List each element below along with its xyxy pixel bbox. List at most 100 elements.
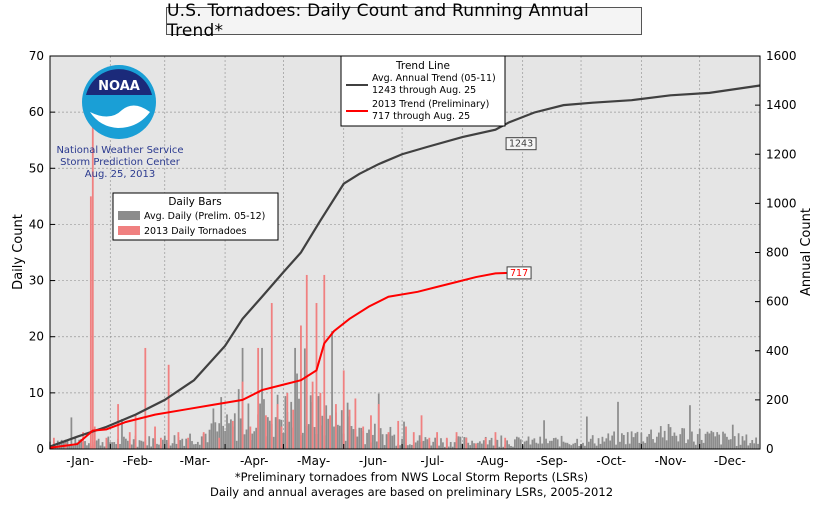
avg-daily-bar — [247, 403, 250, 449]
avg-daily-bar — [272, 436, 275, 449]
avg-daily-bar — [547, 443, 549, 449]
avg-daily-bar — [132, 439, 135, 449]
avg-daily-bar — [706, 431, 709, 449]
avg-daily-bar — [163, 435, 166, 449]
trend-2013-line — [49, 271, 510, 449]
avg-daily-bar — [619, 441, 621, 449]
avg-daily-bar — [722, 431, 724, 449]
avg-daily-bar — [515, 436, 518, 449]
month-label: -Jun- — [359, 454, 387, 468]
avg-daily-bar — [459, 436, 462, 449]
avg-daily-bar — [290, 401, 293, 449]
avg-daily-bar — [698, 428, 701, 449]
daily-2013-bar — [159, 437, 162, 449]
month-label: -Apr- — [240, 454, 268, 468]
avg-daily-bar — [140, 440, 143, 449]
avg-daily-bar — [416, 440, 419, 449]
daily-2013-bar — [202, 432, 205, 449]
avg-daily-bar — [432, 441, 435, 449]
month-label: -Jul- — [420, 454, 444, 468]
avg-daily-bar — [712, 432, 715, 449]
avg-daily-bar — [424, 437, 427, 449]
avg-daily-bar — [638, 442, 641, 449]
avg-daily-bar — [103, 446, 106, 449]
daily-2013-bar — [494, 432, 497, 449]
daily-2013-bar — [52, 437, 55, 449]
avg-daily-bar — [68, 445, 71, 449]
avg-daily-bar — [578, 445, 580, 449]
avg-daily-bar — [611, 435, 614, 449]
avg-daily-bar — [755, 437, 757, 449]
avg-daily-bar — [358, 427, 361, 449]
avg-daily-bar — [325, 405, 328, 449]
avg-daily-bar — [673, 432, 676, 449]
avg-daily-bar — [449, 441, 452, 449]
avg-daily-bar — [603, 441, 606, 449]
avg-daily-bar — [656, 436, 658, 449]
avg-daily-bar — [665, 440, 668, 449]
avg-daily-bar — [659, 426, 662, 449]
avg-daily-bar — [652, 439, 654, 449]
avg-daily-bar — [726, 436, 728, 449]
avg-daily-bar — [337, 424, 339, 449]
avg-daily-bar — [531, 439, 534, 449]
left-tick-label: 0 — [36, 442, 44, 456]
avg-daily-bar — [158, 444, 160, 449]
x-axis: -Jan- -Feb- -Mar- -Apr- -May- -Jun- -Jul- -Aug-… — [49, 444, 746, 468]
noaa-logo-text: NOAA — [98, 79, 140, 94]
footnote-1: *Preliminary tornadoes from NWS Local St… — [234, 470, 589, 484]
avg-daily-bar — [550, 440, 553, 449]
bars-legend-avg-swatch — [118, 211, 140, 220]
avg-daily-bar — [467, 442, 470, 449]
avg-daily-bar — [477, 442, 479, 449]
avg-daily-bar — [749, 443, 752, 449]
avg-daily-bar — [214, 422, 217, 449]
avg-daily-bar — [554, 437, 557, 449]
left-tick-label: 50 — [29, 161, 44, 175]
avg-daily-bar — [263, 399, 265, 449]
month-label: -Jan- — [66, 454, 94, 468]
avg-daily-bar — [224, 430, 226, 449]
daily-2013-bar — [323, 274, 326, 449]
daily-2013-bar — [315, 303, 318, 449]
avg-daily-bar — [95, 440, 98, 449]
avg-daily-bar — [296, 373, 298, 449]
avg-daily-bar — [245, 429, 248, 449]
avg-daily-bar — [389, 426, 392, 449]
avg-daily-bar — [74, 436, 77, 449]
avg-daily-bar — [113, 442, 116, 449]
month-label: -Feb- — [123, 454, 153, 468]
avg-daily-bar — [243, 434, 246, 449]
avg-daily-bar — [685, 443, 687, 449]
avg-daily-bar — [204, 433, 207, 449]
daily-2013-bar — [370, 415, 372, 449]
avg-daily-bar — [268, 420, 271, 449]
avg-daily-bar — [346, 402, 349, 449]
avg-daily-bar — [564, 442, 567, 449]
daily-2013-bar — [270, 303, 273, 449]
daily-2013-bar — [311, 381, 314, 449]
avg-daily-bar — [119, 443, 121, 449]
avg-daily-bar — [488, 440, 491, 449]
avg-daily-bar — [379, 428, 382, 449]
avg-daily-bar — [628, 443, 631, 449]
avg-daily-bar — [175, 443, 178, 449]
avg-daily-bar — [539, 436, 542, 449]
bars-legend-title: Daily Bars — [168, 196, 221, 208]
daily-2013-bar — [231, 420, 234, 449]
daily-2013-bar — [280, 426, 283, 449]
avg-daily-bar — [613, 431, 615, 449]
avg-daily-bar — [517, 437, 520, 449]
avg-daily-bar — [298, 398, 300, 449]
avg-daily-bar — [282, 433, 285, 449]
avg-daily-bar — [743, 440, 746, 449]
avg-daily-bar — [444, 446, 446, 449]
avg-daily-bar — [535, 442, 538, 449]
avg-daily-bar — [541, 443, 544, 449]
bars-legend-2013-label: 2013 Daily Tornadoes — [144, 226, 247, 237]
chart-title-box: U.S. Tornadoes: Daily Count and Running … — [166, 1, 642, 41]
avg-daily-bar — [480, 443, 483, 449]
daily-2013-bar — [342, 370, 345, 449]
avg-daily-bar — [704, 433, 707, 449]
right-axis: 0 200 400 600 800 1000 1200 1400 1600 — [755, 49, 797, 456]
